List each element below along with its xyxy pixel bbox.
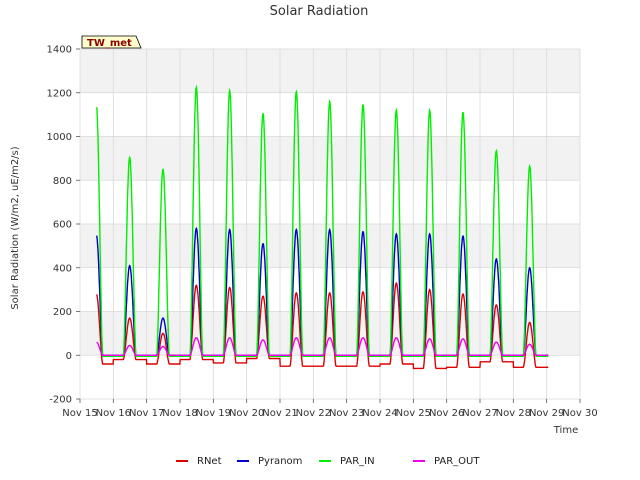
- x-tick-label: Nov 30: [562, 408, 597, 419]
- y-tick-label: 1200: [47, 88, 72, 99]
- series-layer: [96, 84, 549, 370]
- x-tick-label: Nov 22: [296, 408, 331, 419]
- x-tick-label: Nov 27: [462, 408, 497, 419]
- legend-label: Pyranom: [258, 456, 302, 467]
- x-tick-label: Nov 23: [329, 408, 364, 419]
- grid-lines: [79, 48, 581, 400]
- station-badge: TW_met: [81, 35, 142, 49]
- y-tick-label: 800: [53, 176, 72, 187]
- x-axis-title: Time: [553, 425, 578, 436]
- y-axis-title: Solar Radiation (W/m2, uE/m2/s): [10, 146, 21, 309]
- legend-label: PAR_IN: [340, 456, 375, 467]
- x-tick-label: Nov 26: [429, 408, 464, 419]
- x-tick-label: Nov 19: [196, 408, 231, 419]
- plot-band: [80, 311, 580, 356]
- x-tick-label: Nov 15: [62, 408, 97, 419]
- badge-box: [81, 35, 142, 49]
- x-tick-label: Nov 18: [162, 408, 197, 419]
- x-tick-label: Nov 16: [96, 408, 131, 419]
- plot-band: [80, 136, 580, 181]
- x-tick-label: Nov 29: [529, 408, 564, 419]
- legend-label: RNet: [197, 456, 222, 467]
- plot-band: [80, 180, 580, 224]
- y-tick-label: 0: [66, 351, 72, 362]
- plot-band: [80, 49, 580, 93]
- plot-band: [80, 92, 580, 137]
- plot-band: [80, 267, 580, 312]
- legend-label: PAR_OUT: [434, 456, 480, 467]
- y-tick-label: 1400: [47, 45, 72, 56]
- series-line-par-out: [96, 337, 549, 356]
- x-tick-label: Nov 20: [229, 408, 264, 419]
- series-line-par-in: [96, 84, 549, 357]
- y-tick-label: 600: [53, 220, 72, 231]
- x-tick-label: Nov 17: [129, 408, 164, 419]
- plot-band: [80, 355, 580, 399]
- badge-label: TW_met: [87, 38, 132, 49]
- x-tick-label: Nov 24: [362, 408, 397, 419]
- y-tick-label: -200: [49, 395, 72, 406]
- x-tick-label: Nov 28: [496, 408, 531, 419]
- plot-area: [80, 49, 580, 399]
- y-tick-label: 400: [53, 263, 72, 274]
- x-tick-label: Nov 21: [262, 408, 297, 419]
- chart-title: Solar Radiation: [270, 4, 369, 19]
- legend: RNet Pyranom PAR_IN PAR_OUT: [176, 456, 480, 467]
- series-line-rnet: [96, 281, 549, 370]
- y-tick-label: 200: [53, 307, 72, 318]
- y-tick-label: 1000: [47, 132, 72, 143]
- x-tick-label: Nov 25: [396, 408, 431, 419]
